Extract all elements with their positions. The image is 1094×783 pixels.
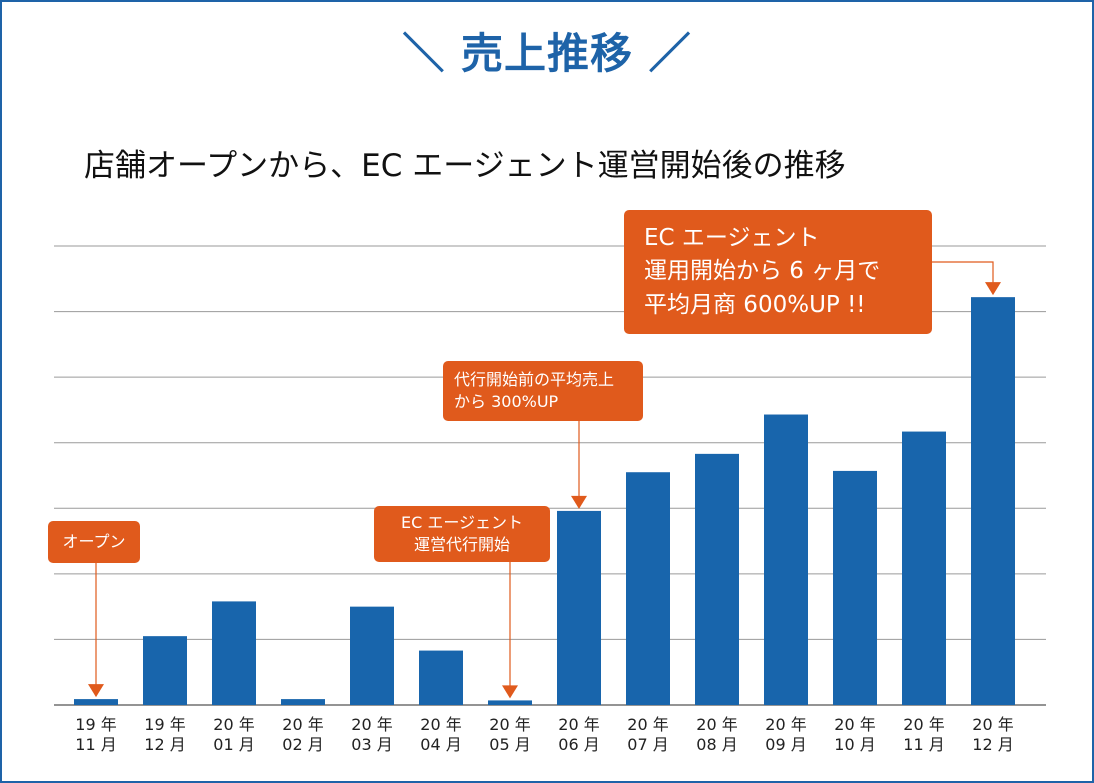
x-tick-label-5-year: 20 年 <box>351 715 392 734</box>
bar-2 <box>143 636 187 705</box>
x-tick-label-12-year: 20 年 <box>834 715 875 734</box>
x-tick-label-3-month: 01 月 <box>213 735 254 754</box>
x-tick-label-11-month: 09 月 <box>765 735 806 754</box>
callout-600-up-line2: 運用開始から 6 ヶ月で <box>644 258 881 285</box>
callout-300-up: 代行開始前の平均売上 から 300%UP <box>443 361 643 421</box>
chart-title: ＼ 売上推移 ／ <box>402 29 692 78</box>
connector-ec-start-arrowhead <box>502 685 518 699</box>
x-tick-label-4-year: 20 年 <box>282 715 323 734</box>
x-tick-label-1-month: 11 月 <box>75 735 116 754</box>
bar-5 <box>350 606 394 705</box>
x-tick-label-7-month: 05 月 <box>489 735 530 754</box>
x-tick-label-13-year: 20 年 <box>903 715 944 734</box>
x-tick-label-1-year: 19 年 <box>75 715 116 734</box>
connector-open-arrowhead <box>88 684 104 698</box>
callout-ec-start-line2: 運営代行開始 <box>413 535 510 554</box>
callout-600-up: EC エージェント 運用開始から 6 ヶ月で 平均月商 600%UP !! <box>624 210 932 334</box>
x-tick-label-14-month: 12 月 <box>972 735 1013 754</box>
bar-6 <box>419 650 463 705</box>
bar-4 <box>281 699 325 705</box>
callout-600-up-line1: EC エージェント <box>644 224 820 251</box>
callout-300-up-line2: から 300%UP <box>454 392 559 411</box>
callout-300-up-line1: 代行開始前の平均売上 <box>454 370 615 390</box>
x-tick-label-9-month: 07 月 <box>627 735 668 754</box>
bar-10 <box>695 453 739 705</box>
x-tick-label-6-month: 04 月 <box>420 735 461 754</box>
x-tick-label-8-month: 06 月 <box>558 735 599 754</box>
connector-300-up-arrowhead <box>571 495 587 509</box>
bars-layer <box>74 297 1015 705</box>
x-tick-label-13-month: 11 月 <box>903 735 944 754</box>
bar-13 <box>902 431 946 705</box>
bar-7 <box>488 700 532 705</box>
bar-11 <box>764 414 808 705</box>
chart-subtitle: 店舗オープンから、EC エージェント運営開始後の推移 <box>84 148 846 184</box>
connector-600-up-arrowhead <box>985 282 1001 296</box>
x-tick-label-14-year: 20 年 <box>972 715 1013 734</box>
bar-9 <box>626 472 670 705</box>
bar-1 <box>74 699 118 705</box>
connector-600-up-line <box>932 261 994 295</box>
bar-8 <box>557 510 601 705</box>
x-tick-label-6-year: 20 年 <box>420 715 461 734</box>
x-tick-label-4-month: 02 月 <box>282 735 323 754</box>
x-tick-label-2-month: 12 月 <box>144 735 185 754</box>
x-tick-label-10-year: 20 年 <box>696 715 737 734</box>
connectors-layer <box>88 261 1001 699</box>
x-tick-labels: 19 年11 月19 年12 月20 年01 月20 年02 月20 年03 月… <box>75 715 1013 754</box>
x-tick-label-9-year: 20 年 <box>627 715 668 734</box>
x-tick-label-2-year: 19 年 <box>144 715 185 734</box>
bar-14 <box>971 297 1015 705</box>
x-tick-label-3-year: 20 年 <box>213 715 254 734</box>
x-tick-label-7-year: 20 年 <box>489 715 530 734</box>
x-tick-label-12-month: 10 月 <box>834 735 875 754</box>
x-tick-label-11-year: 20 年 <box>765 715 806 734</box>
bar-3 <box>212 601 256 705</box>
callout-ec-start-line1: EC エージェント <box>400 513 524 533</box>
x-tick-label-10-month: 08 月 <box>696 735 737 754</box>
x-tick-label-8-year: 20 年 <box>558 715 599 734</box>
callout-600-up-line3: 平均月商 600%UP !! <box>644 291 866 318</box>
x-tick-label-5-month: 03 月 <box>351 735 392 754</box>
callout-open: オープン <box>48 521 140 563</box>
callout-open-text: オープン <box>62 532 126 552</box>
callout-ec-start: EC エージェント 運営代行開始 <box>374 506 550 562</box>
bar-12 <box>833 470 877 705</box>
